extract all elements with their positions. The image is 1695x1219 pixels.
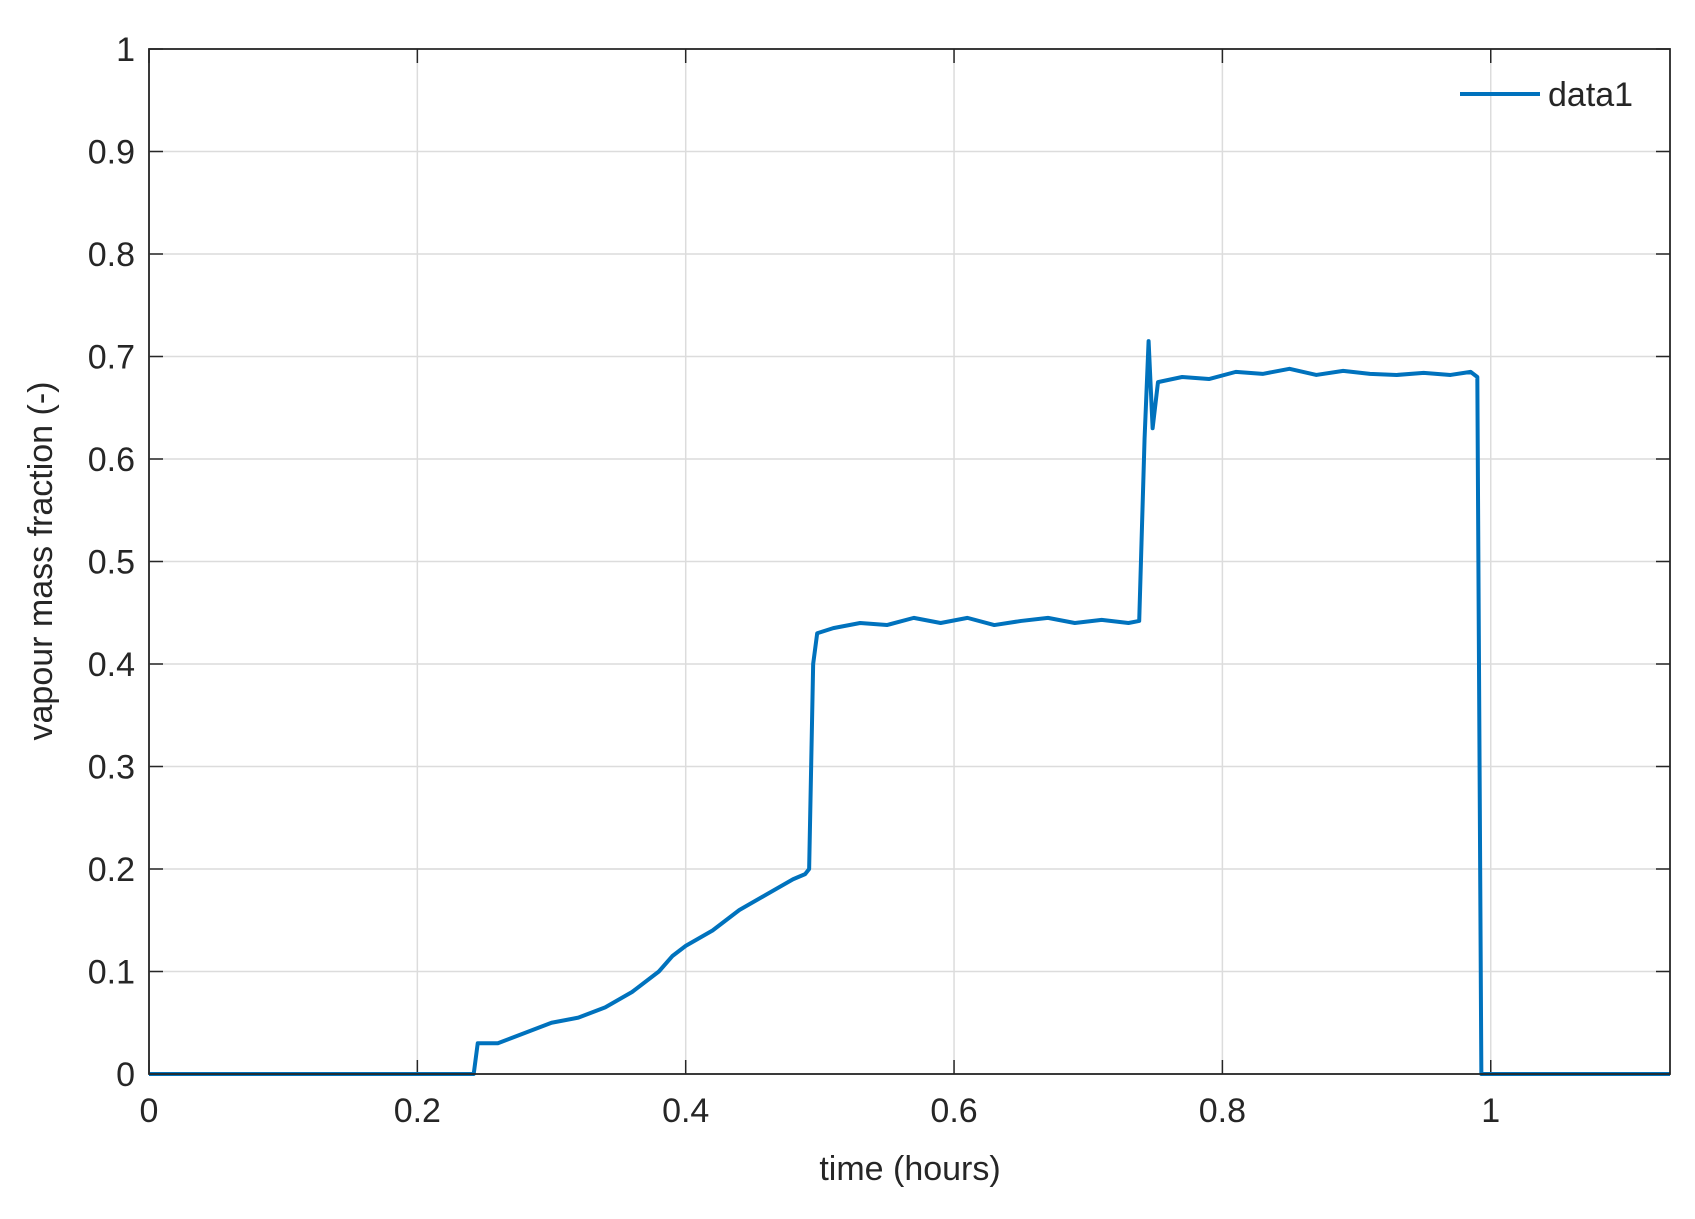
x-tick-label: 1 [1481, 1092, 1500, 1130]
y-tick-label: 0 [116, 1056, 135, 1094]
y-tick-label: 1 [116, 31, 135, 69]
y-axis-label: vapour mass fraction (-) [22, 382, 60, 741]
y-tick-label: 0.1 [88, 954, 135, 992]
x-axis-label: time (hours) [819, 1150, 1000, 1188]
y-tick-label: 0.7 [88, 339, 135, 377]
y-tick-label: 0.4 [88, 646, 135, 684]
y-tick-label: 0.3 [88, 749, 135, 787]
x-tick-label: 0.2 [394, 1092, 441, 1130]
y-tick-label: 0.2 [88, 851, 135, 889]
y-tick-label: 0.9 [88, 134, 135, 172]
y-tick-label: 0.8 [88, 236, 135, 274]
y-tick-label: 0.5 [88, 544, 135, 582]
y-tick-label: 0.6 [88, 441, 135, 479]
x-tick-label: 0.4 [662, 1092, 709, 1130]
legend-label: data1 [1548, 76, 1633, 114]
axes-box [148, 48, 1671, 1075]
x-tick-label: 0.8 [1199, 1092, 1246, 1130]
data-line [149, 339, 1670, 1076]
x-tick-label: 0 [140, 1092, 159, 1130]
x-tick-label: 0.6 [930, 1092, 977, 1130]
